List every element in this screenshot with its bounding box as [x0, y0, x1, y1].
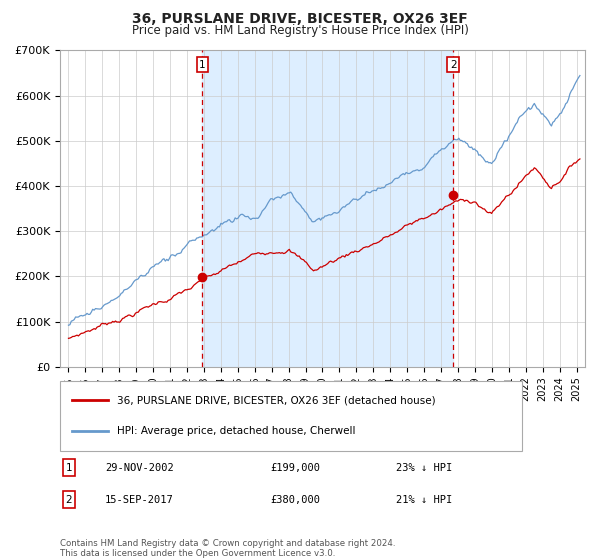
Text: 23% ↓ HPI: 23% ↓ HPI — [396, 463, 452, 473]
Text: 15-SEP-2017: 15-SEP-2017 — [105, 494, 174, 505]
Text: 36, PURSLANE DRIVE, BICESTER, OX26 3EF: 36, PURSLANE DRIVE, BICESTER, OX26 3EF — [132, 12, 468, 26]
Text: £380,000: £380,000 — [270, 494, 320, 505]
Text: 21% ↓ HPI: 21% ↓ HPI — [396, 494, 452, 505]
Text: 2: 2 — [450, 59, 457, 69]
Text: Contains HM Land Registry data © Crown copyright and database right 2024.
This d: Contains HM Land Registry data © Crown c… — [60, 539, 395, 558]
Text: £199,000: £199,000 — [270, 463, 320, 473]
Text: 1: 1 — [65, 463, 73, 473]
Text: 36, PURSLANE DRIVE, BICESTER, OX26 3EF (detached house): 36, PURSLANE DRIVE, BICESTER, OX26 3EF (… — [117, 395, 436, 405]
Text: 29-NOV-2002: 29-NOV-2002 — [105, 463, 174, 473]
Text: 2: 2 — [65, 494, 73, 505]
Text: Price paid vs. HM Land Registry's House Price Index (HPI): Price paid vs. HM Land Registry's House … — [131, 24, 469, 36]
Bar — [202, 50, 453, 367]
Text: HPI: Average price, detached house, Cherwell: HPI: Average price, detached house, Cher… — [117, 426, 355, 436]
Text: 1: 1 — [199, 59, 206, 69]
